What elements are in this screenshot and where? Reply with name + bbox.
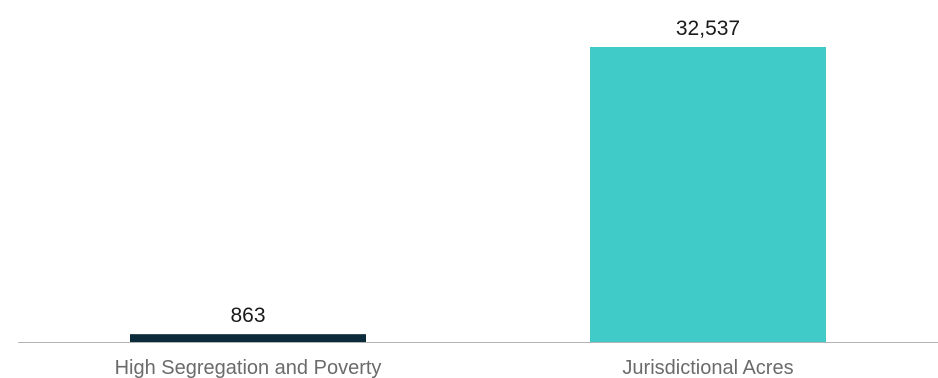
- x-axis-tick-labels: High Segregation and Poverty Jurisdiction…: [115, 357, 794, 378]
- value-labels: 863 32,537: [230, 17, 740, 327]
- category-label-0: High Segregation and Poverty: [115, 357, 382, 378]
- category-label-1: Jurisdictional Acres: [622, 357, 793, 378]
- bar-0: [130, 334, 366, 342]
- value-label-1: 32,537: [676, 17, 740, 40]
- value-label-0: 863: [230, 304, 265, 327]
- bar-1: [590, 47, 826, 342]
- bar-series: [130, 47, 826, 342]
